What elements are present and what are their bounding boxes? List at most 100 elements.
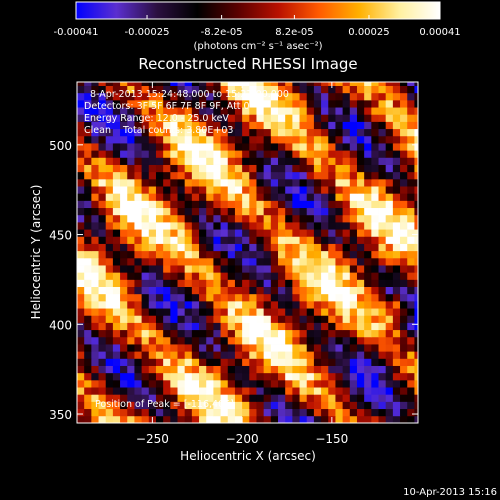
heatmap-cell [400, 114, 408, 122]
heatmap-cell [349, 200, 358, 209]
heatmap-cell [127, 157, 135, 165]
heatmap-cell [242, 272, 250, 280]
heatmap-cell [414, 128, 418, 137]
heatmap-cell [234, 150, 243, 158]
heatmap-cell [134, 408, 143, 417]
heatmap-cell [256, 200, 265, 209]
heatmap-cell [313, 85, 322, 94]
heatmap-cell [98, 372, 107, 381]
heatmap-cell [127, 387, 135, 395]
heatmap-cell [91, 121, 99, 130]
heatmap-cell [321, 308, 329, 316]
heatmap-cell [105, 121, 114, 130]
heatmap-cell [414, 257, 418, 266]
heatmap-cell [263, 171, 272, 180]
heatmap-cell [313, 107, 322, 115]
heatmap-cell [392, 92, 401, 101]
heatmap-cell [191, 157, 200, 165]
heatmap-cell [163, 257, 171, 266]
heatmap-cell [299, 372, 308, 381]
heatmap-cell [328, 164, 336, 173]
heatmap-cell [392, 257, 401, 266]
heatmap-cell [270, 99, 279, 108]
heatmap-cell [356, 99, 365, 108]
heatmap-cell [191, 358, 200, 366]
heatmap-cell [270, 265, 279, 273]
heatmap-cell [227, 286, 236, 295]
heatmap-cell [155, 171, 164, 180]
heatmap-cell [378, 279, 387, 287]
heatmap-cell [313, 214, 322, 223]
heatmap-cell [263, 279, 272, 287]
heatmap-cell [134, 315, 143, 323]
heatmap-cell [263, 351, 272, 359]
heatmap-cell [141, 358, 150, 366]
heatmap-cell [378, 135, 387, 144]
heatmap-cell [285, 415, 293, 423]
heatmap-cell [213, 229, 221, 237]
heatmap-cell [127, 408, 135, 417]
heatmap-cell [385, 229, 394, 237]
heatmap-cell [177, 107, 186, 115]
heatmap-cell [199, 336, 207, 345]
heatmap-cell [242, 265, 250, 273]
colorbar-tick-label: 8.2e-05 [275, 27, 313, 38]
heatmap-cell [407, 164, 415, 173]
heatmap-cell [184, 257, 193, 266]
heatmap-cell [292, 200, 300, 209]
heatmap-cell [378, 221, 387, 230]
heatmap-cell [177, 243, 186, 252]
heatmap-cell [306, 379, 315, 388]
heatmap-cell [234, 279, 243, 287]
heatmap-cell [120, 99, 128, 108]
heatmap-cell [84, 243, 92, 252]
heatmap-cell [148, 387, 157, 395]
heatmap-cell [285, 308, 293, 316]
heatmap-cell [263, 143, 272, 151]
heatmap-cell [141, 236, 150, 244]
heatmap-cell [371, 150, 379, 158]
heatmap-cell [98, 121, 107, 130]
heatmap-cell [285, 150, 293, 158]
heatmap-cell [342, 279, 351, 287]
heatmap-cell [148, 279, 157, 287]
heatmap-cell [392, 207, 401, 216]
heatmap-cell [407, 229, 415, 237]
heatmap-cell [356, 286, 365, 295]
heatmap-cell [407, 265, 415, 273]
heatmap-cell [249, 351, 257, 359]
heatmap-cell [177, 150, 186, 158]
heatmap-cell [356, 243, 365, 252]
heatmap-cell [392, 286, 401, 295]
heatmap-cell [299, 315, 308, 323]
heatmap-cell [206, 293, 214, 302]
heatmap-cell [148, 99, 157, 108]
heatmap-cell [242, 150, 250, 158]
heatmap-cell [91, 379, 99, 388]
heatmap-cell [120, 157, 128, 165]
heatmap-cell [414, 135, 418, 144]
heatmap-cell [105, 401, 114, 410]
heatmap-cell [213, 293, 221, 302]
heatmap-cell [285, 157, 293, 165]
heatmap-cell [328, 143, 336, 151]
heatmap-cell [91, 186, 99, 194]
heatmap-cell [242, 329, 250, 338]
heatmap-cell [77, 279, 85, 287]
heatmap-cell [328, 351, 336, 359]
heatmap-cell [213, 121, 221, 130]
heatmap-cell [91, 286, 99, 295]
heatmap-cell [84, 178, 92, 187]
heatmap-cell [112, 415, 121, 423]
heatmap-cell [98, 107, 107, 115]
heatmap-cell [177, 415, 186, 423]
heatmap-cell [356, 293, 365, 302]
heatmap-cell [385, 82, 394, 86]
heatmap-cell [299, 207, 308, 216]
heatmap-cell [91, 365, 99, 374]
heatmap-cell [105, 236, 114, 244]
heatmap-cell [378, 107, 387, 115]
heatmap-cell [414, 186, 418, 194]
heatmap-cell [392, 394, 401, 402]
heatmap-cell [321, 329, 329, 338]
